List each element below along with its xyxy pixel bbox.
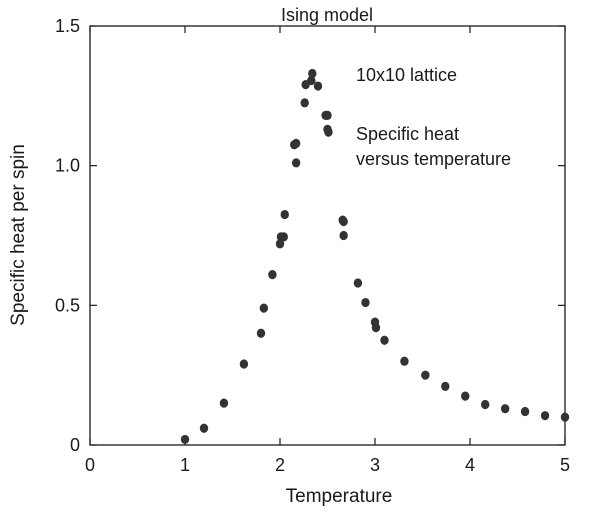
plot-frame	[89, 25, 566, 446]
data-point	[275, 239, 285, 249]
data-point	[324, 127, 333, 137]
data-point	[441, 381, 450, 391]
y-tick-label: 1.0	[55, 156, 80, 176]
data-point	[280, 209, 289, 220]
x-tick-label: 1	[180, 455, 190, 475]
data-point	[421, 370, 430, 380]
data-point	[300, 98, 309, 108]
data-point	[339, 230, 348, 241]
data-point	[308, 68, 317, 79]
data-point	[339, 216, 348, 227]
x-tick-label: 4	[465, 455, 475, 475]
data-point	[353, 278, 363, 288]
data-point	[380, 335, 389, 345]
y-tick-label: 1.5	[55, 16, 80, 36]
data-point	[361, 297, 370, 308]
data-point	[219, 398, 229, 408]
data-point	[500, 404, 510, 414]
data-point	[520, 406, 530, 417]
annotation-specific-heat: Specific heat	[356, 124, 459, 144]
x-tick-label: 5	[560, 455, 570, 475]
y-axis-label: Specific heat per spin	[8, 144, 29, 326]
data-point	[180, 434, 190, 445]
x-tick-label: 2	[275, 455, 285, 475]
y-tick-label: 0.5	[55, 295, 80, 315]
data-point	[279, 232, 288, 242]
data-points	[180, 68, 570, 445]
data-point	[239, 359, 249, 369]
data-point	[291, 158, 301, 168]
data-point	[461, 391, 470, 401]
data-point	[400, 356, 409, 366]
data-point	[323, 110, 332, 120]
data-point	[291, 138, 301, 148]
annotation-lattice: 10x10 lattice	[356, 65, 457, 85]
data-point	[256, 328, 266, 338]
chart-title: Ising model	[281, 5, 373, 25]
x-axis: 0 1 2 3 4 5	[85, 26, 570, 475]
data-point	[371, 323, 381, 333]
data-point	[540, 411, 550, 421]
data-point	[268, 270, 277, 280]
data-point	[313, 81, 323, 91]
data-point	[560, 412, 570, 422]
y-tick-label: 0	[70, 435, 80, 455]
data-point	[259, 303, 269, 313]
x-tick-label: 3	[370, 455, 380, 475]
data-point	[307, 75, 316, 86]
x-tick-label: 0	[85, 455, 95, 475]
x-axis-label: Temperature	[286, 486, 393, 507]
data-point	[481, 399, 490, 410]
annotation-versus-temperature: versus temperature	[356, 149, 511, 169]
y-axis: 0 0.5 1.0 1.5	[55, 16, 565, 455]
data-point	[199, 423, 209, 433]
